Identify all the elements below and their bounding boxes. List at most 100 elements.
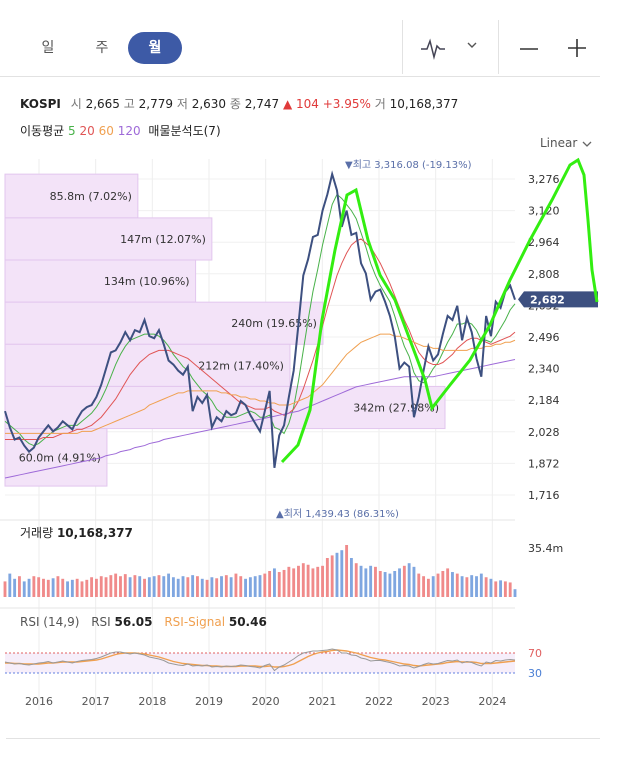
y-tick-label: 2,028	[528, 426, 560, 439]
green-drawn-line	[280, 157, 599, 464]
rsi-panel-lines: 70 30	[0, 607, 542, 680]
x-tick-label: 2024	[478, 695, 506, 708]
volume-bar	[244, 578, 247, 597]
close-value: 2,747	[244, 97, 280, 111]
volume-bar	[94, 578, 98, 597]
volume-panel-label: 거래량	[20, 526, 54, 540]
volume-bar	[306, 564, 310, 597]
volume-bar	[345, 545, 349, 597]
rsi-label: RSI	[91, 615, 111, 629]
volume-bar	[330, 555, 334, 597]
rsi-value: 56.05	[114, 615, 153, 629]
ma-legend[interactable]: 이동평균 5 20 60 120 매물분석도(7)	[20, 122, 221, 139]
low-value: 2,630	[191, 97, 227, 111]
volume-bar	[239, 576, 243, 597]
ma120-label: 120	[117, 124, 141, 138]
scale-mode-select[interactable]: Linear	[540, 136, 593, 150]
toolbar-divider	[498, 20, 499, 74]
volume-bar	[402, 565, 406, 597]
volume-bar	[484, 577, 488, 597]
volume-profile-bar	[4, 301, 324, 345]
volume-profile-bar	[4, 343, 291, 387]
volume-bar	[37, 577, 41, 597]
y-tick-label: 3,120	[528, 205, 560, 218]
x-tick-label: 2022	[365, 695, 393, 708]
volume-bar	[119, 576, 122, 597]
plus-icon[interactable]	[566, 37, 588, 59]
ma-label: 이동평균	[20, 124, 65, 138]
ma20-label: 20	[79, 124, 95, 138]
price-chart[interactable]: 85.8m (7.02%) 147m (12.07%) 134m (10.96%) 2…	[0, 150, 635, 720]
moving-average-lines	[4, 193, 516, 479]
rsi-band	[5, 653, 515, 673]
volume-bar	[248, 577, 252, 597]
volume-bar	[61, 578, 65, 597]
x-tick-label: 2023	[422, 695, 450, 708]
volume-bar	[268, 571, 272, 597]
open-label: 시	[70, 97, 82, 111]
x-tick-label: 2019	[195, 695, 223, 708]
volume-bar	[489, 578, 493, 597]
volume-bar	[104, 577, 108, 597]
volume-bar	[196, 576, 199, 597]
volume-bar	[167, 573, 171, 597]
volume-bar	[359, 565, 363, 597]
volume-bar	[18, 576, 21, 597]
volume-bar	[460, 576, 464, 597]
volume-bar	[287, 566, 291, 597]
volume-bar	[349, 558, 353, 597]
ma60-line	[5, 333, 516, 434]
price-series	[4, 170, 516, 469]
volume-bar	[508, 582, 512, 597]
volume-bar	[123, 574, 127, 597]
ma60-label: 60	[98, 124, 114, 138]
volume-bar	[311, 568, 315, 597]
rsi-level-30: 30	[528, 667, 542, 680]
volume-bar	[99, 576, 103, 597]
volume-bar	[263, 573, 267, 597]
high-annotation: ▼최고 3,316.08 (-19.13%)	[345, 159, 472, 171]
volume-value: 10,168,377	[389, 97, 459, 111]
volume-bar	[56, 576, 60, 597]
volume-profile-bar	[4, 385, 446, 430]
volume-bar	[470, 575, 474, 597]
volume-bar	[32, 576, 36, 597]
volume-bar	[431, 576, 435, 597]
volume-profile-label: 212m (17.40%)	[198, 359, 284, 372]
volume-bar	[393, 571, 397, 597]
scale-mode-label: Linear	[540, 136, 578, 150]
tab-week[interactable]: 주	[95, 40, 109, 56]
y-axis: 3,2763,1202,9642,8082,6522,4962,3402,184…	[518, 173, 598, 502]
volume-bar	[374, 566, 377, 597]
volume-bar	[417, 573, 421, 597]
volume-bar	[426, 578, 430, 597]
ma5-line	[4, 193, 516, 447]
volume-bar	[215, 578, 219, 597]
minus-icon[interactable]	[518, 38, 540, 60]
volume-profile: 85.8m (7.02%) 147m (12.07%) 134m (10.96%) 2…	[4, 173, 446, 487]
volume-bar	[325, 558, 329, 597]
ma20-line	[5, 238, 516, 440]
y-tick-label: 1,872	[528, 457, 560, 470]
volume-bar	[138, 576, 142, 597]
rsi-legend: RSI (14,9) RSI 56.05 RSI-Signal 50.46	[20, 615, 267, 629]
volume-bar	[494, 581, 498, 597]
volume-bar	[451, 572, 454, 597]
volume-bar	[316, 566, 320, 597]
volume-bar	[253, 576, 257, 597]
x-tick-label: 2018	[138, 695, 166, 708]
tab-day[interactable]: 일	[41, 40, 55, 56]
volume-bar	[46, 579, 50, 597]
volume-bar	[157, 575, 161, 597]
volume-bar	[340, 550, 344, 597]
pulse-line-icon[interactable]	[420, 38, 446, 60]
volume-profile-label: 85.8m (7.02%)	[50, 190, 132, 203]
tab-month[interactable]: 월	[128, 32, 182, 64]
volume-profile-bar	[4, 259, 197, 303]
open-value: 2,665	[85, 97, 120, 111]
low-annotation: ▲최저 1,439.43 (86.31%)	[276, 508, 399, 520]
volume-bar	[378, 571, 382, 597]
chevron-down-icon[interactable]	[466, 40, 478, 50]
volume-profile-label: 147m (12.07%)	[120, 233, 206, 246]
volume-bar	[191, 575, 195, 597]
